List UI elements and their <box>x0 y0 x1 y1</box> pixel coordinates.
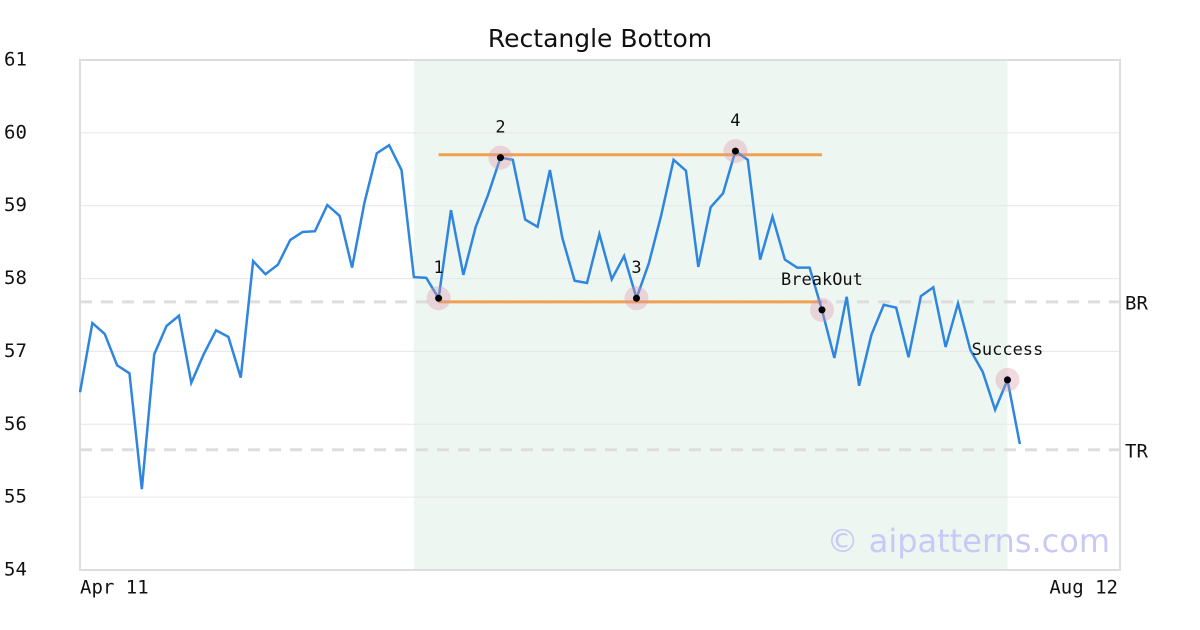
y-tick-label: 59 <box>4 194 27 216</box>
x-tick-label: Aug 12 <box>1049 577 1118 599</box>
pattern-point <box>1003 376 1011 384</box>
y-tick-label: 55 <box>4 486 27 508</box>
x-tick-label: Apr 11 <box>80 577 149 599</box>
pattern-point <box>731 147 739 155</box>
pattern-label: 1 <box>433 258 443 278</box>
y-tick-label: 57 <box>4 340 27 362</box>
y-tick-label: 60 <box>4 121 27 143</box>
pattern-region <box>413 60 1008 570</box>
watermark: © aipatterns.com <box>827 522 1110 560</box>
y-tick-label: 61 <box>4 49 27 71</box>
pattern-point <box>496 154 504 162</box>
pattern-label: 2 <box>495 118 505 138</box>
plot-frame <box>79 59 1121 571</box>
pattern-label: 3 <box>631 258 641 278</box>
y-tick-label: 58 <box>4 267 27 289</box>
pattern-label: Success <box>972 340 1044 360</box>
pattern-point <box>435 294 443 302</box>
chart-title: Rectangle Bottom <box>488 24 712 53</box>
reference-label: TR <box>1125 440 1148 462</box>
pattern-label: 4 <box>730 111 740 131</box>
y-tick-label: 56 <box>4 413 27 435</box>
price-line <box>78 143 1022 490</box>
y-tick-label: 54 <box>4 559 27 581</box>
pattern-point <box>818 306 826 314</box>
pattern-label: BreakOut <box>781 270 863 290</box>
reference-label: BR <box>1125 292 1148 314</box>
pattern-point <box>632 294 640 302</box>
